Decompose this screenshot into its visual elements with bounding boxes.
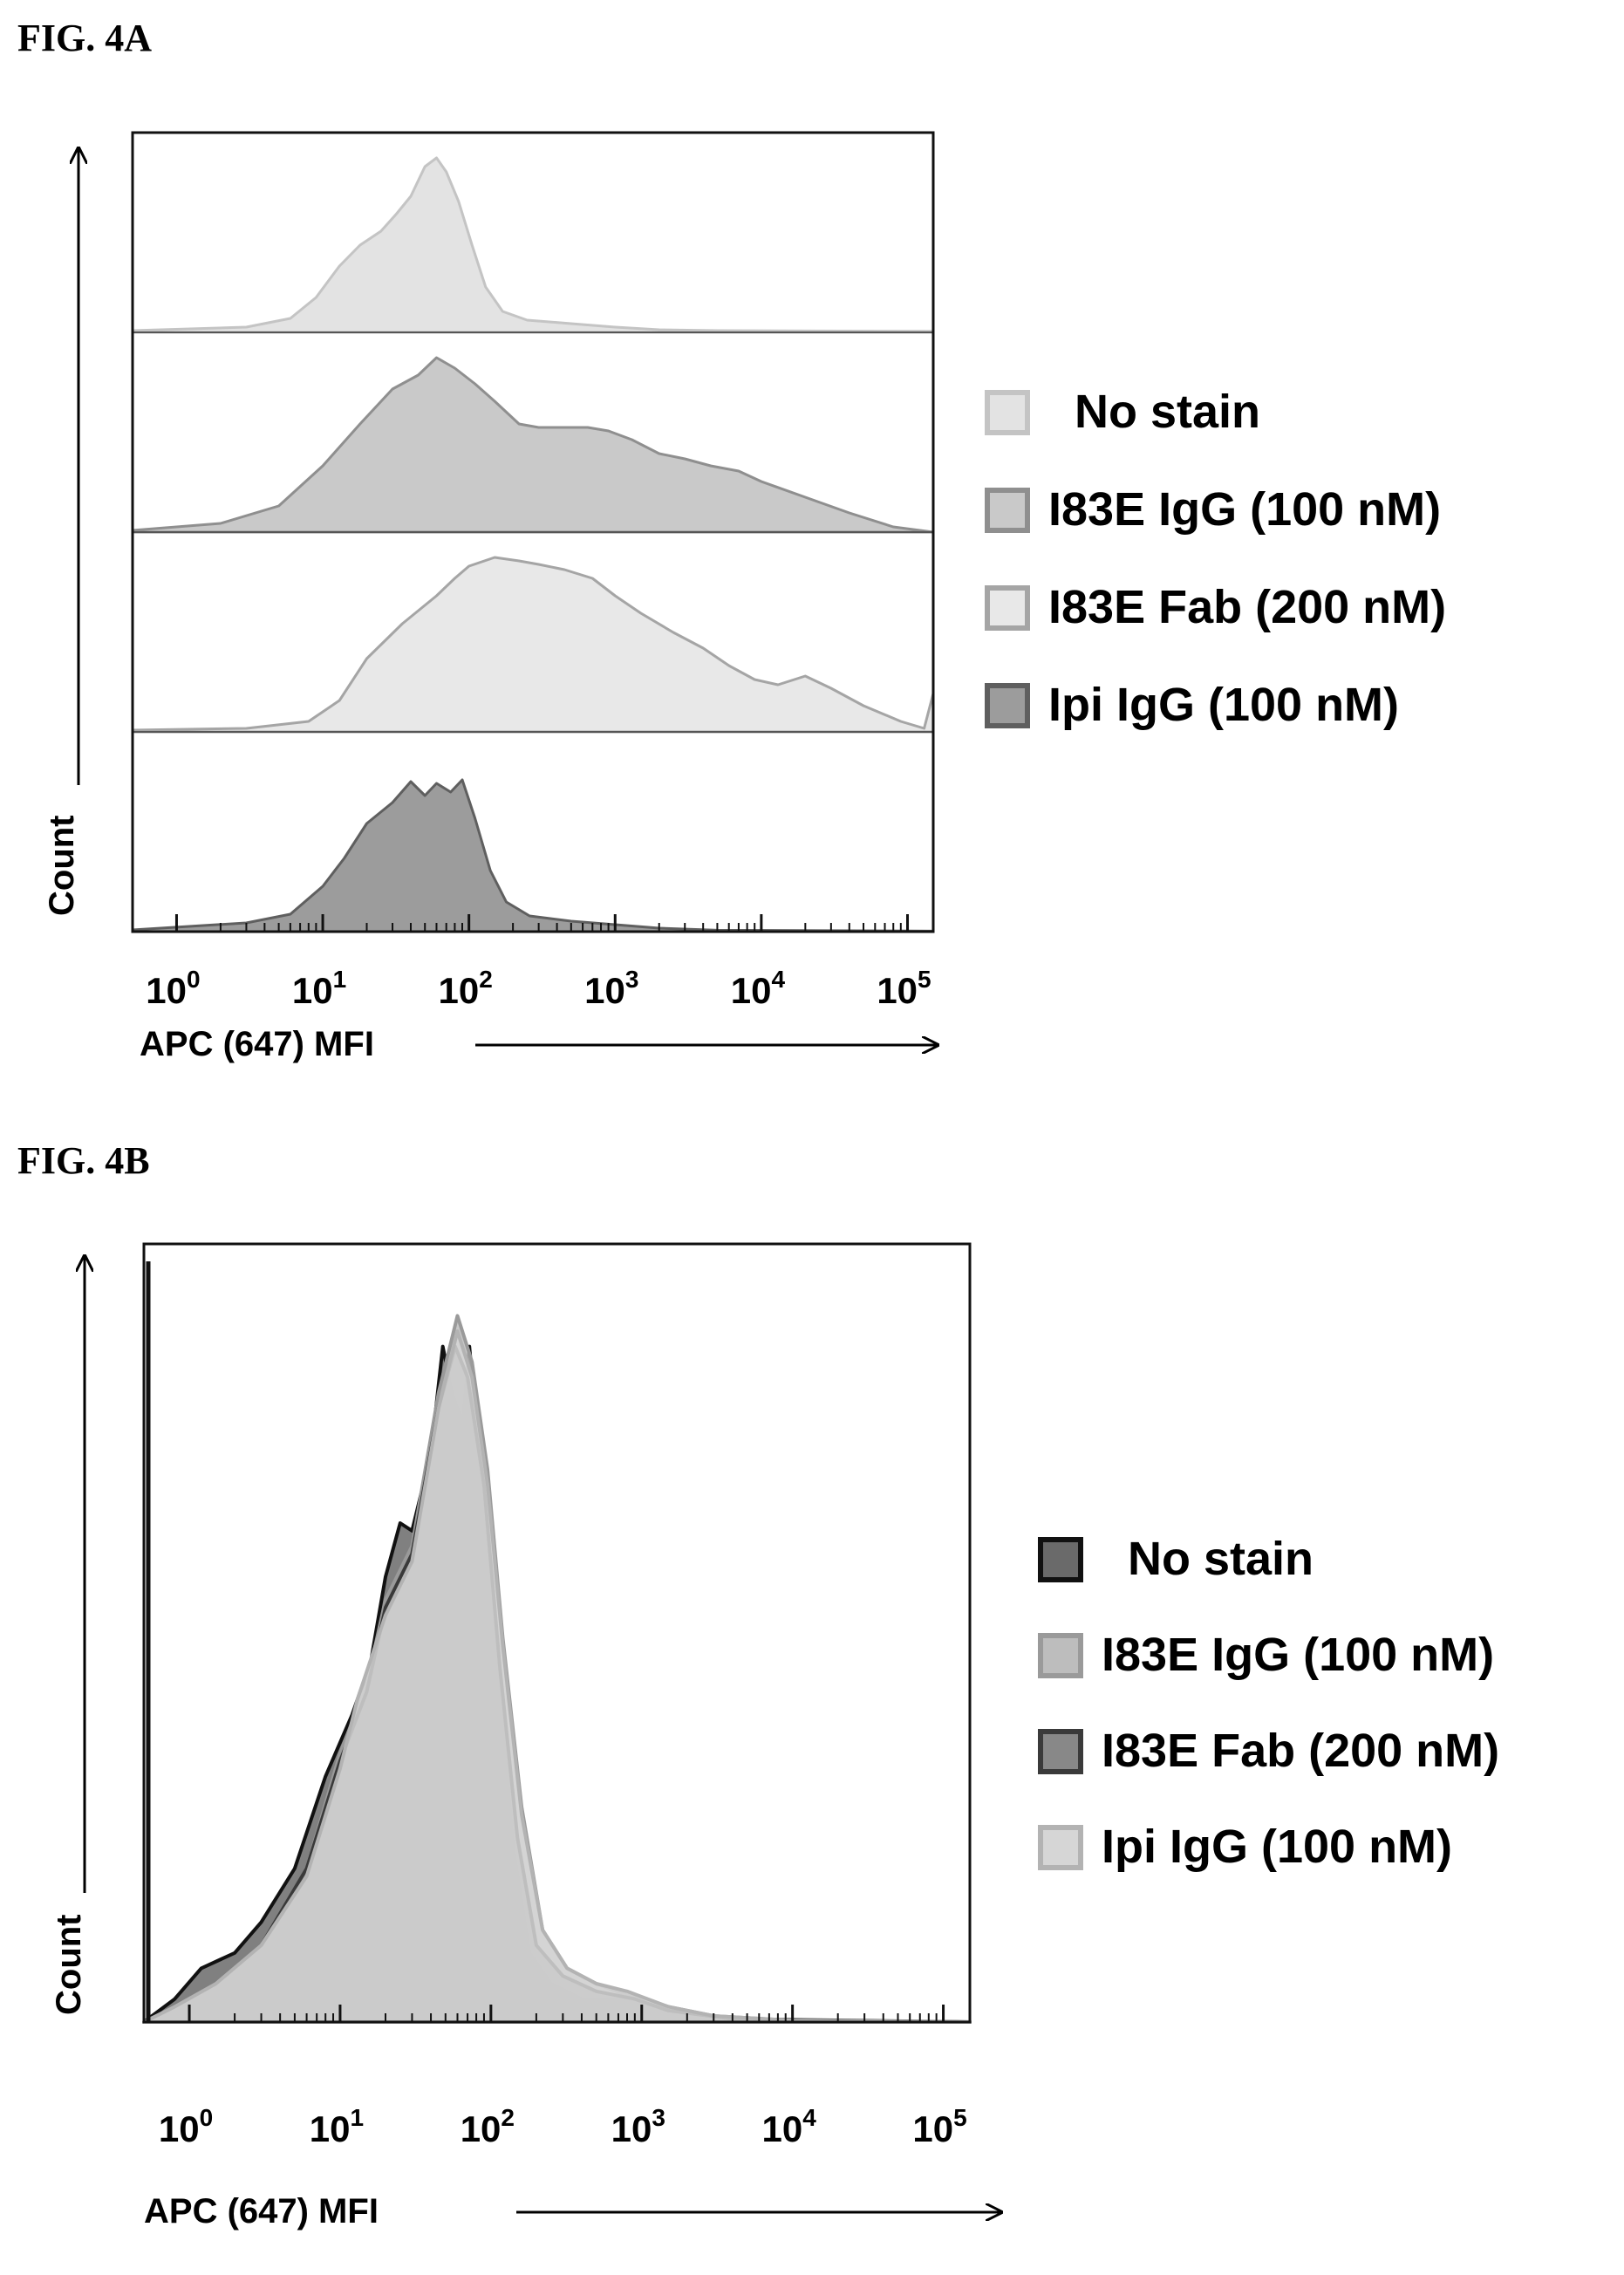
x-axis-title: APC (647) MFI: [144, 2192, 379, 2231]
x-tick-label: 102: [461, 2104, 515, 2149]
legend-swatch: [1038, 1537, 1083, 1582]
panel-a: 100 101 102 103 104 105 APC (647) MFI Count No s…: [43, 131, 1446, 1063]
figure-b-label: FIG. 4B: [17, 1139, 150, 1182]
legend-label: I83E IgG (100 nM): [1048, 483, 1441, 536]
x-tick-label: 105: [912, 2104, 966, 2149]
legend-label: Ipi IgG (100 nM): [1048, 679, 1399, 731]
histogram-a-series-0: [131, 156, 935, 334]
y-axis-title: Count: [43, 815, 81, 916]
histogram-a-series-2: [131, 556, 935, 734]
legend-label: No stain: [1075, 386, 1260, 438]
histogram-b-series-0: [142, 1344, 972, 2024]
legend-label: I83E Fab (200 nM): [1048, 581, 1446, 633]
legend-swatch: [985, 585, 1030, 631]
x-axis-title: APC (647) MFI: [140, 1025, 374, 1063]
histogram-b-series-3: [142, 1329, 972, 2024]
y-axis-title: Count: [50, 1914, 88, 2015]
x-tick-label: 100: [159, 2104, 213, 2149]
histogram-a-series-3: [131, 778, 935, 933]
x-tick-label: 104: [731, 966, 786, 1011]
plot-frame: [131, 131, 935, 933]
figure-a-label: FIG. 4A: [17, 17, 152, 59]
legend-swatch: [985, 683, 1030, 728]
legend-label: I83E Fab (200 nM): [1102, 1725, 1499, 1777]
legend-label: No stain: [1128, 1533, 1314, 1585]
x-tick-label: 103: [584, 966, 638, 1011]
x-tick-label: 101: [310, 2104, 364, 2149]
legend-swatch: [1038, 1825, 1083, 1870]
x-tick-label: 104: [762, 2104, 817, 2149]
legend-label: Ipi IgG (100 nM): [1102, 1821, 1452, 1873]
histogram-a-series-1: [131, 356, 935, 534]
legend-swatch: [1038, 1633, 1083, 1678]
x-tick-label: 105: [877, 966, 931, 1011]
panel-b: 100 101 102 103 104 105 APC (647) MFI Count No s…: [50, 1242, 1499, 2231]
legend-swatch: [1038, 1729, 1083, 1774]
x-tick-label: 102: [439, 966, 493, 1011]
x-tick-label: 101: [292, 966, 346, 1011]
legend-label: I83E IgG (100 nM): [1102, 1629, 1494, 1681]
legend-swatch: [985, 488, 1030, 533]
legend-swatch: [985, 390, 1030, 435]
x-tick-label: 100: [146, 966, 200, 1011]
x-tick-label: 103: [611, 2104, 665, 2149]
plot-frame: [142, 1242, 972, 2024]
